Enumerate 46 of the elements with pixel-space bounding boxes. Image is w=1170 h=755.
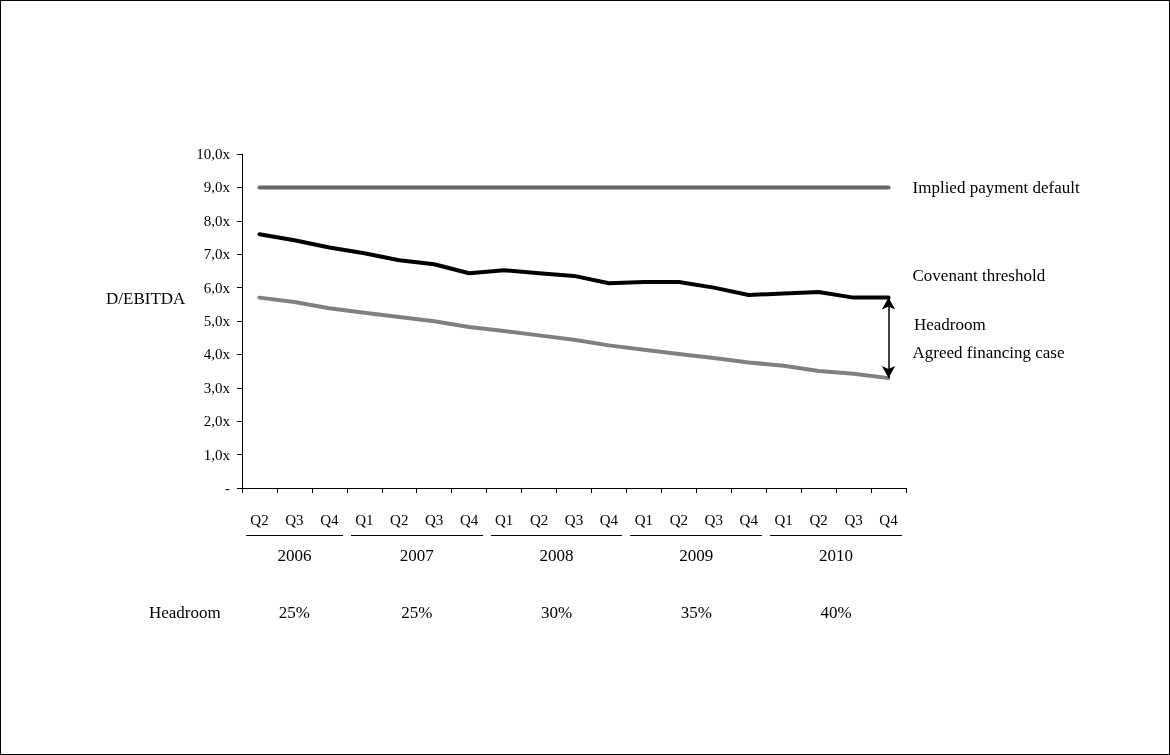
text: 25% <box>401 602 433 622</box>
text: 35% <box>680 602 712 622</box>
text: Headroom <box>914 314 986 334</box>
y-tick-label: - <box>225 480 230 496</box>
x-tick-label: Q4 <box>459 511 479 528</box>
text: 30% <box>540 602 573 622</box>
x-tick-label: Q4 <box>320 511 340 528</box>
text: 2008 <box>539 545 574 565</box>
x-tick-label: Q1 <box>355 511 374 528</box>
y-tick-label: 9,0x <box>203 179 231 196</box>
x-tick-label: Q1 <box>774 511 793 528</box>
x-tick-label: Q3 <box>844 511 863 528</box>
text: 2010 <box>819 545 854 565</box>
y-tick-label: 8,0x <box>203 212 231 229</box>
series-label: Covenant threshold <box>912 266 1046 286</box>
series-label: Implied payment default <box>912 177 1080 197</box>
x-tick-label: Q4 <box>879 511 899 528</box>
text: 25% <box>278 602 311 622</box>
x-tick-label: Q3 <box>425 511 444 528</box>
x-tick-label: Q2 <box>390 511 409 528</box>
y-tick-label: 4,0x <box>203 346 231 363</box>
y-tick-label: 3,0x <box>203 379 231 396</box>
text: Headroom <box>149 602 221 622</box>
x-tick-label: Q3 <box>564 511 584 528</box>
x-tick-label: Q2 <box>529 511 549 528</box>
x-tick-label: Q4 <box>739 511 759 528</box>
x-tick-label: Q3 <box>704 511 723 528</box>
x-tick-label: Q2 <box>809 511 828 528</box>
x-tick-label: Q3 <box>285 511 304 528</box>
y-axis-title: D/EBITDA <box>106 288 187 308</box>
text: 2007 <box>399 545 435 565</box>
text: 40% <box>820 602 852 622</box>
y-tick-label: 6,0x <box>203 279 231 296</box>
y-tick-label: 10,0x <box>196 146 231 162</box>
y-tick-label: 5,0x <box>203 313 231 329</box>
x-tick-label: Q2 <box>250 511 269 528</box>
x-tick-label: Q1 <box>634 511 654 528</box>
y-tick-label: 7,0x <box>203 246 231 263</box>
series-label: Agreed financing case <box>912 342 1065 362</box>
x-tick-label: Q1 <box>494 511 514 528</box>
x-tick-label: Q2 <box>669 511 689 528</box>
y-tick-label: 1,0x <box>203 446 231 463</box>
text: 2006 <box>277 545 312 565</box>
x-tick-label: Q4 <box>599 511 619 528</box>
y-tick-label: 2,0x <box>203 413 231 430</box>
text: 2009 <box>679 545 714 565</box>
